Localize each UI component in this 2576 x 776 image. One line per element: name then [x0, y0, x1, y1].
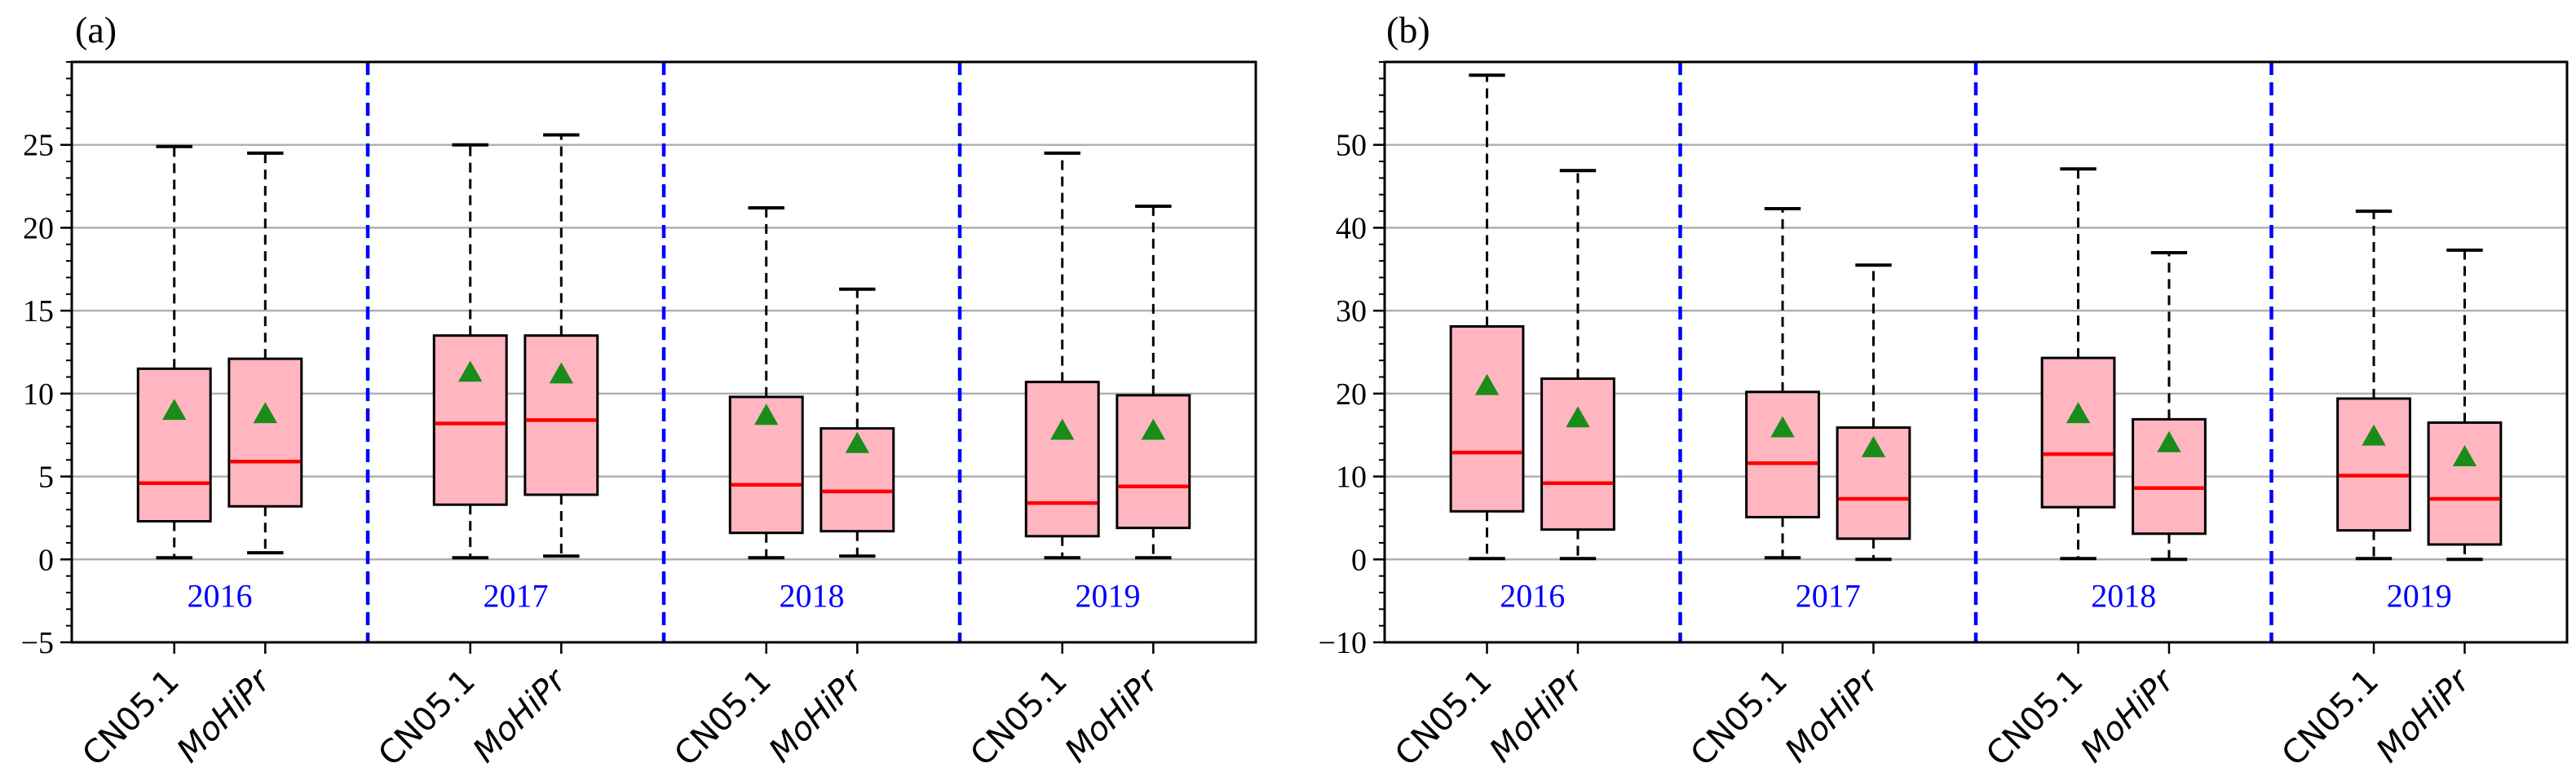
mean-marker	[1566, 406, 1590, 428]
x-tick-label: CN05.1	[371, 663, 482, 774]
box-2017-cn051	[432, 143, 508, 560]
mean-marker	[754, 403, 779, 425]
box-2016-cn051	[1449, 73, 1525, 561]
mean-marker	[1141, 418, 1165, 440]
box-2017-mohipr	[524, 133, 599, 558]
mean-marker	[2066, 402, 2091, 424]
box-2016-mohipr	[228, 151, 303, 555]
x-tick-label: MoHiPr	[1058, 661, 1167, 770]
chart-panel-a: −50510152025CN05.1MoHiPr2016CN05.1MoHiPr…	[21, 9, 1257, 774]
mean-marker	[162, 399, 187, 421]
x-tick-label: MoHiPr	[1482, 661, 1592, 770]
x-tick-label: MoHiPr	[466, 661, 575, 770]
y-tick-label: 0	[38, 543, 54, 577]
y-tick-label: −10	[1319, 626, 1367, 660]
iqr-box	[2336, 397, 2411, 532]
y-tick-label: −5	[21, 626, 54, 660]
iqr-box	[1449, 324, 1525, 513]
x-tick-label: MoHiPr	[2074, 661, 2183, 770]
y-tick-label: 20	[23, 211, 54, 245]
y-tick-label: 15	[23, 294, 54, 328]
y-tick-label: 25	[23, 129, 54, 163]
x-tick-label: CN05.1	[1979, 663, 2090, 774]
mean-marker	[1050, 418, 1075, 440]
iqr-box	[1116, 394, 1191, 530]
y-tick-label: 50	[1336, 129, 1367, 163]
box-2019-mohipr	[1116, 204, 1191, 560]
x-tick-label: MoHiPr	[170, 661, 279, 770]
y-tick-label: 0	[1351, 543, 1367, 577]
iqr-box	[524, 334, 599, 496]
iqr-box	[1540, 377, 1615, 531]
box-2019-cn051	[1024, 151, 1100, 560]
year-label-2019: 2019	[1076, 577, 1141, 614]
chart-panel-b: −1001020304050CN05.1MoHiPr2016CN05.1MoHi…	[1319, 9, 2569, 774]
mean-marker	[2157, 430, 2181, 452]
mean-marker	[1474, 373, 1500, 395]
year-label-2017: 2017	[484, 577, 549, 614]
mean-marker	[1770, 416, 1795, 438]
box-2017-cn051	[1745, 207, 1820, 560]
box-2016-cn051	[136, 144, 212, 560]
y-tick-label: 10	[23, 377, 54, 412]
y-tick-label: 30	[1336, 294, 1367, 328]
y-tick-label: 40	[1336, 211, 1367, 245]
iqr-box	[2427, 421, 2503, 546]
year-label-2016: 2016	[188, 577, 253, 614]
iqr-box	[2040, 356, 2116, 509]
plot-frame	[1383, 60, 2569, 644]
x-tick-label: CN05.1	[667, 663, 778, 774]
year-label-2016: 2016	[1500, 577, 1565, 614]
x-tick-label: MoHiPr	[1778, 661, 1887, 770]
x-tick-label: MoHiPr	[762, 661, 871, 770]
iqr-box	[228, 357, 303, 508]
plot-frame	[70, 60, 1257, 644]
iqr-box	[2132, 417, 2207, 536]
mean-marker	[549, 362, 573, 384]
year-label-2018: 2018	[780, 577, 845, 614]
box-2019-mohipr	[2427, 248, 2503, 562]
box-2018-mohipr	[2132, 250, 2207, 562]
y-tick-label: 20	[1336, 377, 1367, 412]
box-2018-cn051	[728, 206, 804, 560]
y-tick-label: 5	[38, 461, 54, 495]
iqr-box	[136, 367, 212, 522]
mean-marker	[253, 402, 277, 424]
x-tick-label: CN05.1	[1388, 663, 1499, 774]
x-tick-label: CN05.1	[75, 663, 186, 774]
mean-marker	[845, 431, 869, 453]
year-label-2019: 2019	[2387, 577, 2452, 614]
mean-marker	[1861, 435, 1886, 457]
box-2018-cn051	[2040, 167, 2116, 561]
x-tick-label: CN05.1	[2275, 663, 2386, 774]
box-2017-mohipr	[1836, 263, 1911, 562]
iqr-box	[1024, 381, 1100, 538]
mean-marker	[458, 360, 483, 382]
year-label-2017: 2017	[1796, 577, 1861, 614]
box-2016-mohipr	[1540, 169, 1615, 561]
box-2018-mohipr	[820, 287, 895, 558]
x-tick-label: CN05.1	[1684, 663, 1795, 774]
x-tick-label: CN05.1	[963, 663, 1074, 774]
year-label-2018: 2018	[2091, 577, 2156, 614]
mean-marker	[2452, 445, 2477, 467]
panel-label: (b)	[1386, 9, 1430, 51]
y-tick-label: 10	[1336, 461, 1367, 495]
panel-label: (a)	[75, 9, 117, 51]
box-2019-cn051	[2336, 209, 2411, 561]
x-tick-label: MoHiPr	[2369, 661, 2478, 770]
mean-marker	[2362, 424, 2386, 446]
iqr-box	[1745, 390, 1820, 518]
